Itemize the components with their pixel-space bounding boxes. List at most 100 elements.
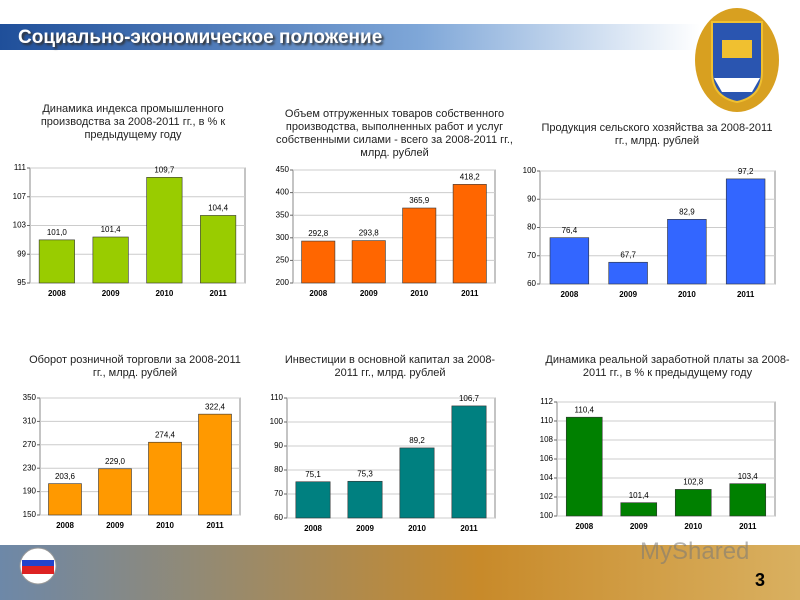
y-tick-label: 70 (274, 489, 283, 498)
y-tick-label: 300 (276, 233, 290, 242)
x-tick-label: 2011 (460, 524, 478, 533)
y-tick-label: 310 (23, 417, 37, 426)
x-tick-label: 2009 (356, 524, 374, 533)
y-tick-label: 350 (276, 210, 290, 219)
chart-title: Оборот розничной торговли за 2008-2011 г… (29, 354, 241, 379)
y-tick-label: 200 (276, 278, 290, 287)
header-band (0, 24, 700, 50)
slide-title: Социально-экономическое положение (18, 27, 383, 48)
flag-stripe (22, 560, 54, 566)
chart-title: Продукция сельского хозяйства за 2008-20… (541, 122, 773, 147)
chart-title: Инвестиции в основной капитал за 2008-20… (284, 354, 496, 379)
y-tick-label: 190 (23, 487, 37, 496)
chart-title: Объем отгруженных товаров собственного п… (276, 108, 513, 159)
y-tick-label: 100 (540, 511, 554, 520)
x-tick-label: 2008 (309, 289, 327, 298)
y-tick-label: 106 (540, 454, 554, 463)
x-tick-label: 2009 (619, 290, 637, 299)
footer-band (0, 545, 800, 600)
data-label: 75,1 (305, 470, 321, 479)
x-tick-label: 2011 (737, 290, 755, 299)
y-tick-label: 270 (23, 440, 37, 449)
bar (295, 481, 331, 519)
bar (608, 261, 648, 285)
bar (402, 207, 437, 284)
bar (451, 405, 487, 519)
x-tick-label: 2009 (630, 522, 648, 531)
x-tick-label: 2011 (739, 522, 757, 531)
data-label: 101,4 (101, 225, 122, 234)
y-tick-label: 60 (274, 513, 283, 522)
data-label: 97,2 (738, 167, 754, 176)
y-tick-label: 80 (527, 223, 536, 232)
bar (729, 483, 767, 517)
y-tick-label: 90 (274, 441, 283, 450)
y-tick-label: 110 (540, 416, 553, 425)
y-tick-label: 80 (274, 465, 283, 474)
y-tick-label: 350 (23, 393, 37, 402)
data-label: 101,0 (47, 228, 68, 237)
x-tick-label: 2011 (209, 289, 227, 298)
x-tick-label: 2010 (156, 521, 174, 530)
data-label: 110,4 (575, 405, 595, 414)
y-tick-label: 60 (527, 279, 536, 288)
bar (620, 502, 658, 517)
bar (146, 177, 183, 284)
y-tick-label: 100 (523, 166, 537, 175)
data-label: 103,4 (738, 472, 759, 481)
data-label: 89,2 (409, 436, 425, 445)
data-label: 229,0 (105, 457, 126, 466)
y-tick-label: 90 (527, 194, 536, 203)
flag-stripe (22, 566, 54, 574)
bar (452, 184, 487, 284)
x-tick-label: 2008 (304, 524, 322, 533)
page-number: 3 (755, 570, 766, 590)
bar (351, 240, 386, 284)
data-label: 109,7 (154, 165, 175, 174)
bar (38, 239, 75, 284)
bar (48, 483, 82, 516)
x-tick-label: 2010 (408, 524, 426, 533)
y-tick-label: 108 (540, 435, 554, 444)
watermark: MyShared (640, 538, 750, 565)
y-tick-label: 230 (23, 463, 37, 472)
data-label: 322,4 (205, 402, 226, 411)
y-tick-label: 70 (527, 251, 536, 260)
y-tick-label: 100 (270, 417, 284, 426)
bar (674, 489, 712, 517)
y-tick-label: 103 (13, 221, 27, 230)
y-tick-label: 111 (14, 163, 27, 172)
y-tick-label: 104 (540, 473, 554, 482)
data-label: 82,9 (679, 207, 695, 216)
data-label: 274,4 (155, 430, 176, 439)
y-tick-label: 107 (13, 192, 27, 201)
data-label: 104,4 (208, 204, 229, 213)
x-tick-label: 2008 (560, 290, 578, 299)
x-tick-label: 2010 (684, 522, 702, 531)
data-label: 101,4 (629, 491, 650, 500)
y-tick-label: 95 (17, 278, 26, 287)
bar (198, 413, 232, 516)
bar (98, 468, 132, 516)
y-tick-label: 110 (270, 393, 283, 402)
data-label: 418,2 (460, 172, 481, 181)
x-tick-label: 2010 (410, 289, 428, 298)
coat-of-arms (695, 8, 779, 112)
data-label: 75,3 (357, 469, 373, 478)
x-tick-label: 2008 (575, 522, 593, 531)
data-label: 293,8 (359, 229, 380, 238)
y-tick-label: 150 (23, 510, 37, 519)
data-label: 106,7 (459, 394, 480, 403)
data-label: 76,4 (562, 226, 578, 235)
y-tick-label: 102 (540, 492, 554, 501)
data-label: 67,7 (620, 250, 636, 259)
bar (301, 240, 336, 284)
chart-title: Динамика реальной заработной платы за 20… (545, 354, 790, 379)
chart-title: Динамика индекса промышленного производс… (40, 103, 226, 141)
x-tick-label: 2010 (678, 290, 696, 299)
bar (549, 237, 590, 285)
x-tick-label: 2008 (56, 521, 74, 530)
x-tick-label: 2008 (48, 289, 66, 298)
